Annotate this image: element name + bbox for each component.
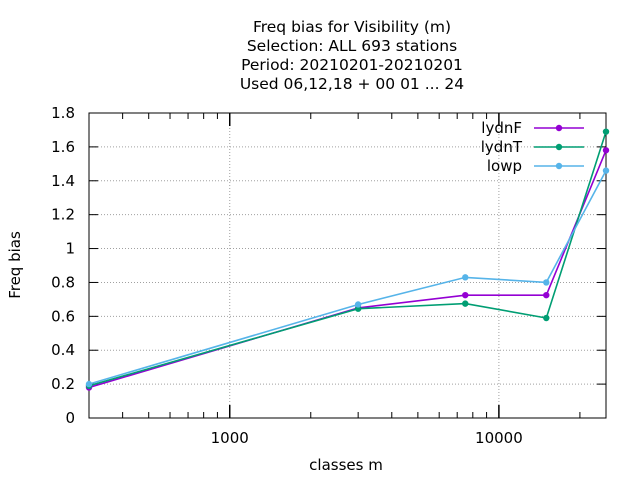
data-point-lowp xyxy=(543,279,550,286)
legend-label: lowp xyxy=(487,157,522,175)
y-tick-label: 0.2 xyxy=(51,375,75,393)
y-tick-label: 0.8 xyxy=(51,273,75,291)
y-tick-label: 1.6 xyxy=(51,138,75,156)
chart-title-line: Used 06,12,18 + 00 01 ... 24 xyxy=(240,75,464,93)
data-point-lydnT xyxy=(602,128,610,135)
series-line-lowp xyxy=(88,170,607,385)
chart-title-line: Freq bias for Visibility (m) xyxy=(253,18,451,36)
series-line-lydnF xyxy=(88,149,607,389)
y-tick-label: 0.6 xyxy=(51,307,75,325)
data-point-lydnF xyxy=(543,291,550,299)
legend-swatch-marker xyxy=(555,143,563,151)
legend-label: lydnF xyxy=(481,119,522,137)
x-tick-label: 10000 xyxy=(475,429,523,447)
x-tick-label: 1000 xyxy=(211,429,249,447)
y-tick-label: 0 xyxy=(65,409,75,427)
x-axis-label: classes m xyxy=(309,456,383,474)
data-point-lowp xyxy=(602,167,610,174)
y-tick-label: 1 xyxy=(65,240,75,258)
grid xyxy=(89,113,606,418)
legend-swatch-marker xyxy=(555,162,563,170)
chart-title: Freq bias for Visibility (m)Selection: A… xyxy=(240,18,464,93)
data-point-lydnT xyxy=(462,300,469,307)
data-point-lowp xyxy=(462,274,469,281)
y-tick-label: 1.4 xyxy=(51,172,75,190)
y-tick-label: 1.8 xyxy=(51,104,75,122)
data-point-lydnF xyxy=(462,291,469,299)
chart-title-line: Period: 20210201-20210201 xyxy=(241,56,463,74)
data-point-lowp xyxy=(85,380,93,388)
legend-label: lydnT xyxy=(481,138,523,156)
y-tick-label: 1.2 xyxy=(51,206,75,224)
data-point-lydnF xyxy=(602,147,610,154)
data-point-lydnT xyxy=(543,314,550,322)
series-line-lydnT xyxy=(88,131,607,387)
series xyxy=(85,128,610,391)
y-axis-label: Freq bias xyxy=(6,231,24,299)
y-tick-label: 0.4 xyxy=(51,341,75,359)
data-point-lowp xyxy=(354,301,362,308)
chart-title-line: Selection: ALL 693 stations xyxy=(247,37,457,55)
axis-ticks: 0 0.2 0.4 0.6 0.8 1 1.2 1.4 1.6 1.8 1000 10000 xyxy=(51,104,606,447)
plot-frame xyxy=(88,112,607,419)
legend-swatch-marker xyxy=(555,124,563,132)
